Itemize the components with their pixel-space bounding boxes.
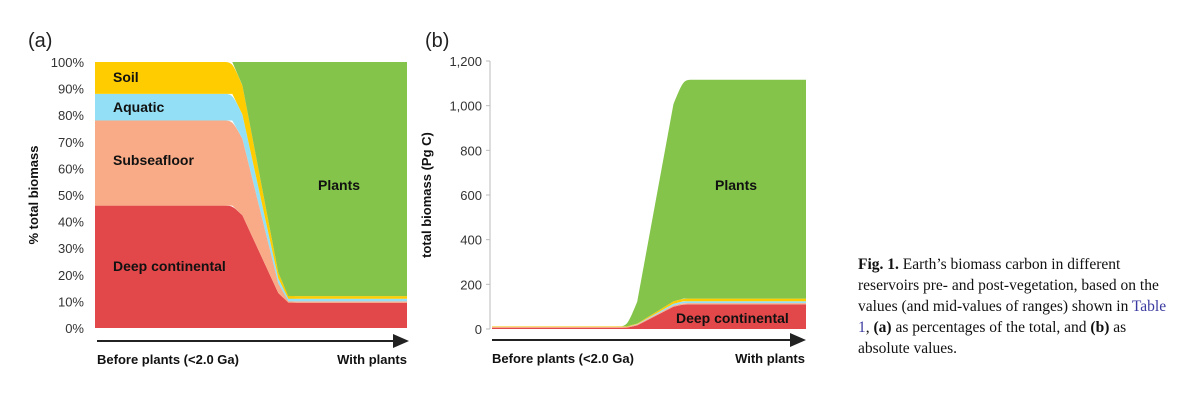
x-label-before-b: Before plants (<2.0 Ga) — [492, 351, 634, 366]
y-tick-label: 200 — [460, 277, 482, 292]
area-plants — [95, 62, 407, 297]
y-tick-label: 0% — [65, 321, 84, 336]
caption-text: as absolute values. — [858, 319, 1127, 357]
caption-text: as percentages of the total, and — [891, 319, 1091, 336]
chart-a: (a) 0% 10% 20% 30% 40% 50% 60% 70% 80% 90% 100% % … — [26, 30, 409, 367]
y-tick-label: 10% — [58, 294, 84, 309]
series-label-subseafloor: Subseafloor — [113, 152, 194, 168]
y-axis-label-b: total biomass (Pg C) — [419, 132, 434, 258]
arrow-head-icon — [790, 333, 806, 347]
series-label-deep-continental: Deep continental — [113, 258, 226, 274]
series-label-plants-b: Plants — [715, 177, 757, 193]
x-label-before-a: Before plants (<2.0 Ga) — [97, 352, 239, 367]
caption-fig-label: Fig. 1. — [858, 256, 899, 273]
y-tick-label: 20% — [58, 268, 84, 283]
area-plants — [492, 79, 806, 327]
area-soil — [95, 62, 407, 299]
area-deep-continental — [492, 304, 806, 329]
area-subseafloor — [95, 120, 407, 303]
caption-text: Earth’s biomass carbon in different rese… — [858, 256, 1159, 315]
panel-label-a: (a) — [28, 30, 52, 52]
arrow-head-icon — [393, 334, 409, 348]
y-tick-label: 80% — [58, 108, 84, 123]
y-tick-label: 600 — [460, 188, 482, 203]
caption-b: (b) — [1090, 319, 1110, 336]
y-axis-label-a: % total biomass — [26, 146, 41, 245]
y-tick-label: 90% — [58, 82, 84, 97]
y-tick-label: 70% — [58, 135, 84, 150]
y-tick-label: 60% — [58, 161, 84, 176]
x-label-after-b: With plants — [735, 351, 805, 366]
y-tick-label: 1,200 — [449, 54, 482, 69]
series-label-aquatic: Aquatic — [113, 99, 165, 115]
table-1-link[interactable]: Table 1 — [858, 298, 1167, 336]
area-deep-continental — [95, 205, 407, 328]
y-tick-label: 1,000 — [449, 99, 482, 114]
y-tick-label: 800 — [460, 143, 482, 158]
y-tick-label: 40% — [58, 215, 84, 230]
caption-text: , — [865, 319, 874, 336]
series-label-plants: Plants — [318, 177, 360, 193]
y-tick-label: 30% — [58, 241, 84, 256]
y-tick-label: 100% — [51, 55, 85, 70]
series-label-soil: Soil — [113, 69, 139, 85]
panel-label-b: (b) — [425, 30, 449, 52]
figure-caption: Fig. 1. Earth’s biomass carbon in differ… — [858, 254, 1178, 359]
x-label-after-a: With plants — [337, 352, 407, 367]
y-tick-label: 400 — [460, 233, 482, 248]
y-tick-label: 0 — [475, 322, 482, 337]
y-tick-label: 50% — [58, 188, 84, 203]
caption-a: (a) — [873, 319, 892, 336]
chart-b: (b) 0 200 400 600 800 1,000 1,200 total biomas… — [419, 30, 806, 366]
series-label-deep-continental-b: Deep continental — [676, 310, 789, 326]
area-aquatic — [95, 93, 407, 302]
